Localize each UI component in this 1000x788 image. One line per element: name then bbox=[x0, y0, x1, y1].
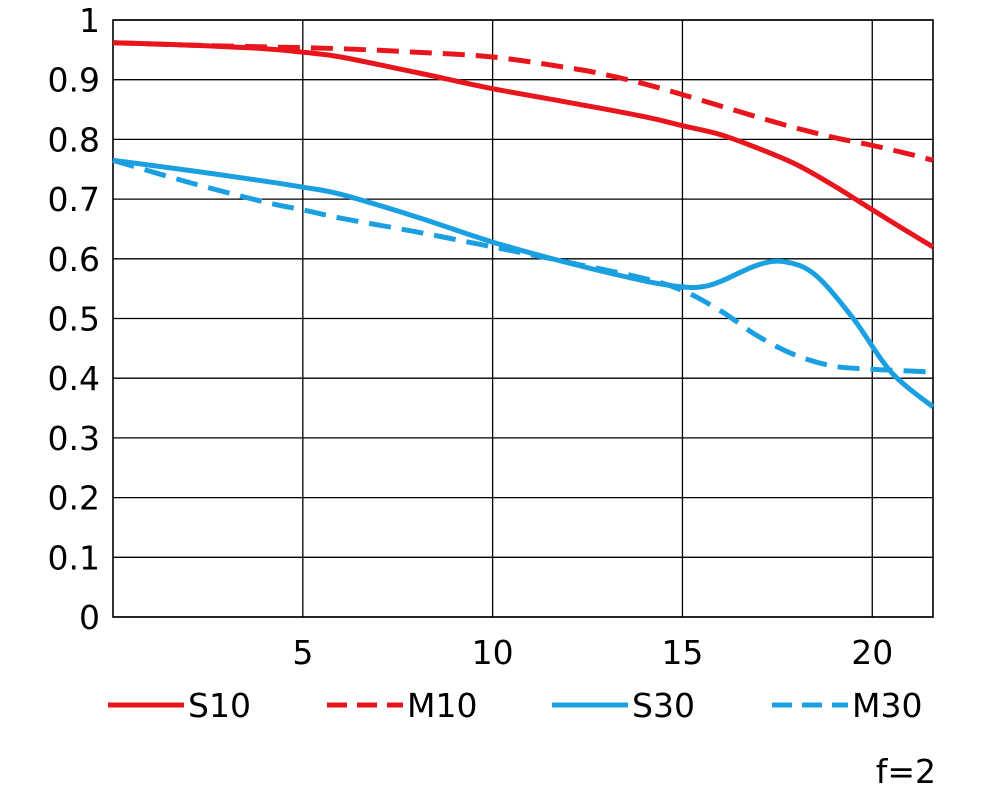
y-tick-label: 0.5 bbox=[48, 300, 100, 339]
y-tick-label: 0.3 bbox=[48, 419, 100, 458]
x-tick-labels: 5 10 15 20 bbox=[292, 633, 893, 672]
y-tick-label: 0 bbox=[79, 598, 100, 637]
legend: S10 M10 S30 M30 bbox=[108, 686, 922, 725]
series-line-s10 bbox=[112, 40, 935, 250]
y-tick-label: 0.1 bbox=[48, 538, 100, 577]
x-tick-label: 10 bbox=[472, 633, 514, 672]
series-line-m30 bbox=[112, 157, 934, 375]
series-line-s30 bbox=[112, 157, 935, 409]
aperture-annotation: f=2 bbox=[876, 752, 936, 788]
y-tick-label: 0.2 bbox=[48, 479, 100, 518]
plot-frame bbox=[112, 19, 934, 618]
series-line-m10 bbox=[112, 40, 934, 163]
y-tick-label: 0.4 bbox=[48, 359, 100, 398]
legend-label-m30: M30 bbox=[852, 686, 922, 725]
y-tick-label: 0.9 bbox=[48, 61, 100, 100]
y-tick-label: 0.7 bbox=[48, 180, 100, 219]
legend-label-s10: S10 bbox=[188, 686, 251, 725]
x-tick-label: 15 bbox=[661, 633, 703, 672]
series-lines bbox=[112, 40, 935, 409]
legend-label-s30: S30 bbox=[632, 686, 695, 725]
y-tick-label: 0.8 bbox=[48, 120, 100, 159]
y-tick-label: 0.6 bbox=[48, 240, 100, 279]
grid-lines bbox=[112, 19, 934, 618]
x-tick-label: 5 bbox=[292, 633, 313, 672]
y-tick-label: 1 bbox=[79, 1, 100, 40]
y-tick-labels: 0 0.1 0.2 0.3 0.4 0.5 0.6 0.7 0.8 0.9 1 bbox=[48, 1, 100, 637]
legend-label-m10: M10 bbox=[407, 686, 477, 725]
x-tick-label: 20 bbox=[851, 633, 893, 672]
